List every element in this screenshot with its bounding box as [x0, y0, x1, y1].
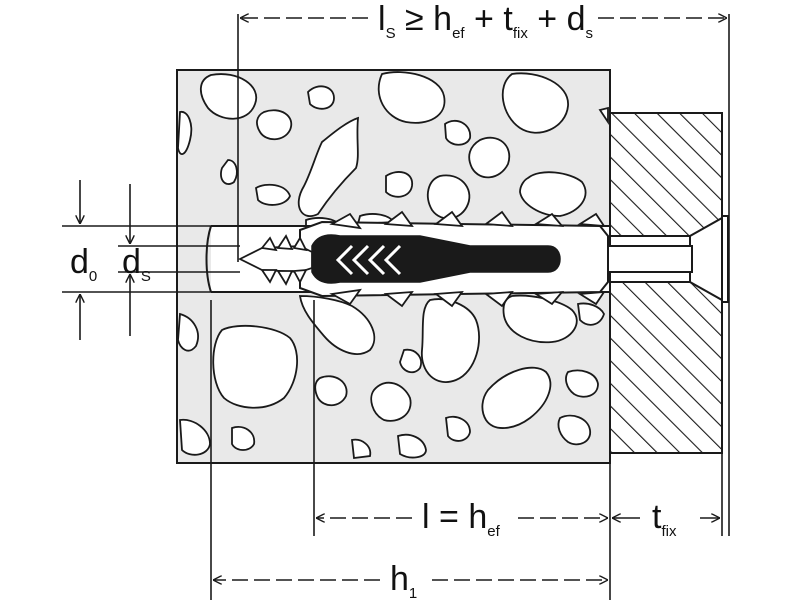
dimension-lines — [80, 18, 727, 580]
screw-head-rim — [721, 215, 729, 303]
hole-depth-label: h1 — [390, 560, 418, 602]
fixture-thickness-label: tfix — [652, 498, 677, 540]
screw-shank — [599, 245, 693, 273]
screw-tip — [237, 234, 313, 286]
aggregate-stones — [177, 71, 609, 460]
screw-length-formula-label: lS ≥ hef + tfix + ds — [378, 0, 593, 42]
drill-diameter-label: d0 — [70, 243, 98, 285]
anchor-length-label: l = hef — [422, 498, 500, 540]
extension-lines — [62, 14, 730, 600]
drill-hole-bottom-tip — [205, 225, 212, 293]
screw-diameter-label: dS — [122, 243, 151, 285]
plug — [299, 210, 609, 308]
